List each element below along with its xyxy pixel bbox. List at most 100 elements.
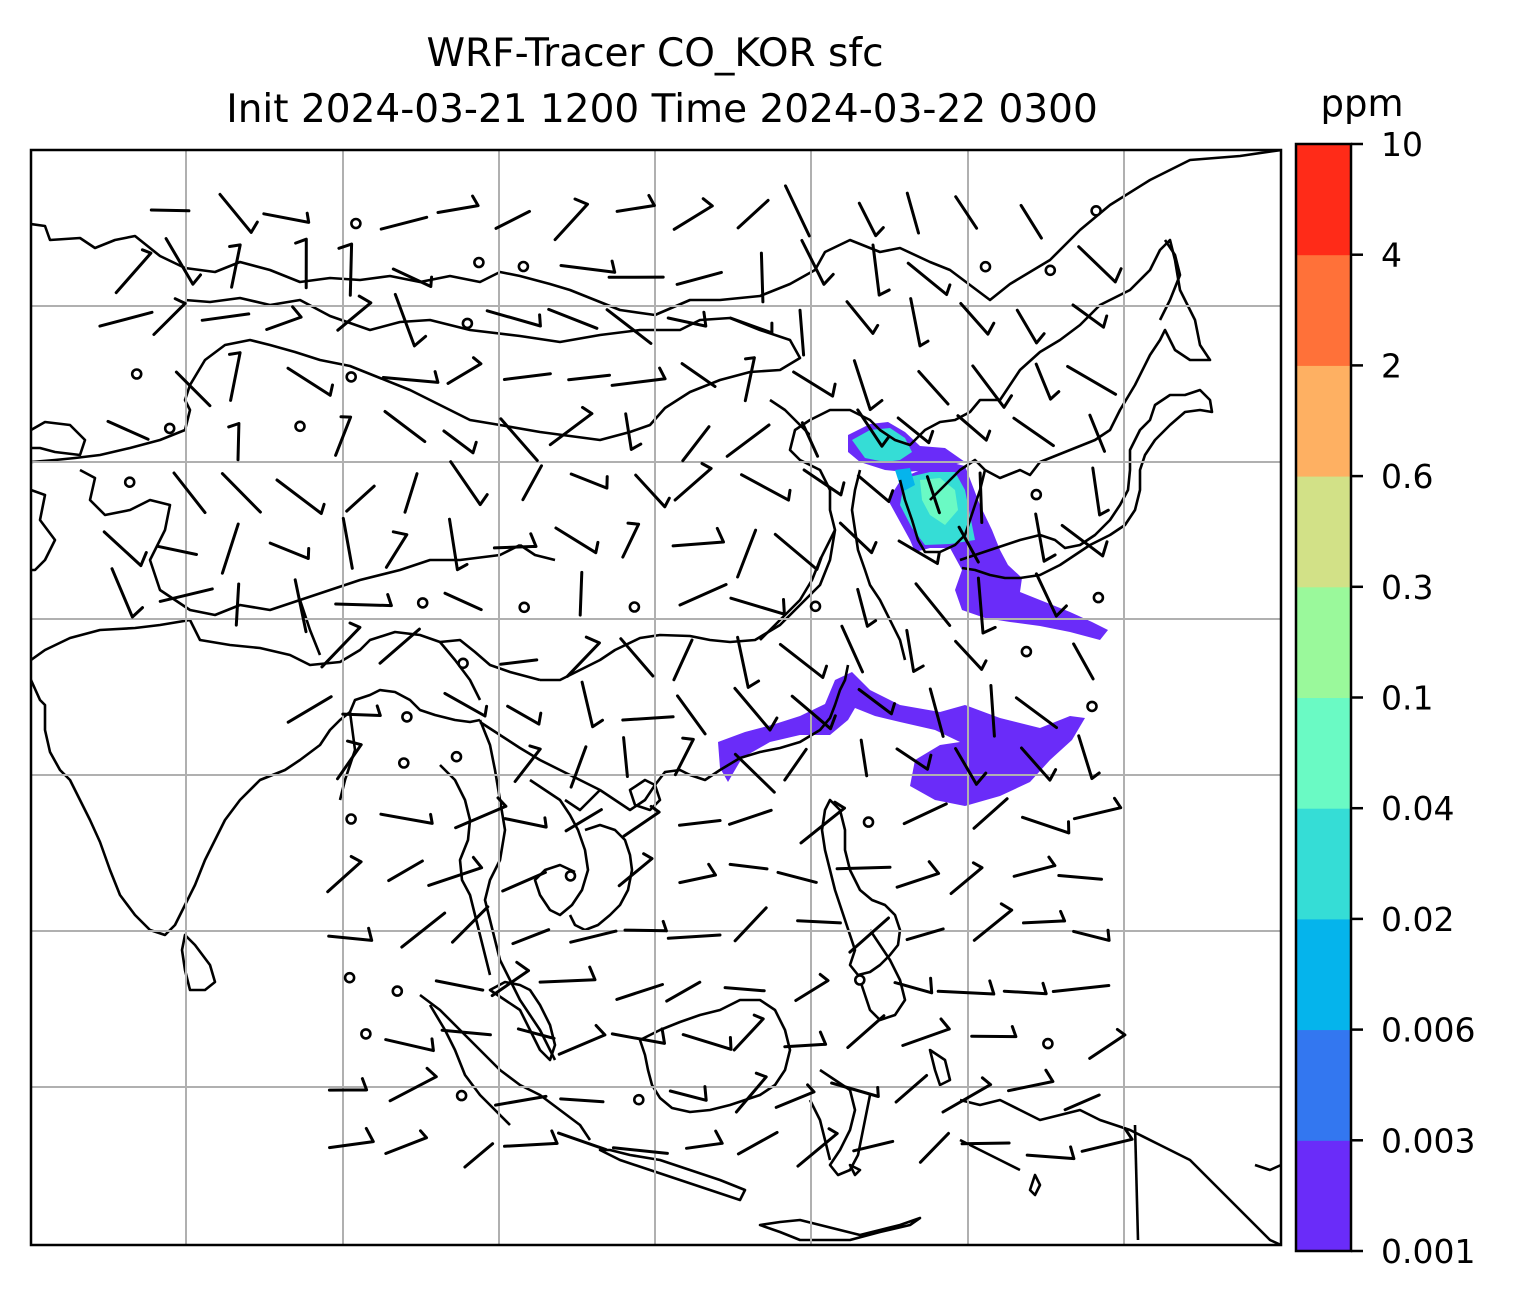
wind-barb	[449, 460, 489, 507]
wind-barb	[685, 1129, 724, 1150]
wind-barb	[341, 704, 382, 717]
wind-barb	[379, 812, 434, 825]
colorbar-tick-label: 0.3	[1381, 568, 1433, 607]
wind-barb	[840, 624, 864, 674]
wind-barb	[949, 861, 984, 895]
wind-barb	[905, 628, 925, 673]
wind-barb	[334, 415, 353, 457]
wind-barb	[972, 797, 1009, 830]
wind-barb	[383, 410, 427, 444]
wind-barb	[564, 808, 603, 833]
wind-barb	[901, 1017, 951, 1047]
wind-barb	[294, 237, 308, 290]
wind-barb	[494, 1094, 548, 1107]
wind-barb	[110, 567, 144, 619]
wind-barb	[665, 980, 702, 1003]
wind-barb	[784, 184, 811, 238]
wind-barb	[228, 243, 242, 289]
wind-barb	[676, 694, 707, 736]
wind-barb	[499, 658, 539, 666]
wind-barb	[557, 1024, 607, 1056]
wind-barb	[736, 635, 761, 689]
wind-barb	[1007, 1068, 1055, 1093]
wind-barb	[871, 243, 891, 297]
wind-barb	[835, 865, 892, 871]
wind-barb	[391, 267, 434, 288]
wind-barb	[501, 870, 547, 893]
colorbar-band	[1296, 697, 1351, 809]
calm-wind-marker	[473, 256, 485, 269]
wind-barb	[732, 1013, 765, 1052]
wind-barb	[327, 926, 374, 942]
wind-barb	[673, 462, 713, 502]
wind-barb	[1015, 308, 1046, 345]
calm-wind-marker	[294, 420, 306, 433]
wind-barb	[729, 596, 786, 616]
wind-barb	[954, 195, 979, 230]
wind-barb	[734, 1071, 768, 1114]
calm-wind-marker	[1092, 591, 1105, 604]
colorbar-band	[1296, 254, 1351, 366]
wind-barb	[783, 747, 808, 782]
wind-barb	[857, 201, 885, 238]
wind-barb	[978, 471, 984, 524]
wind-barb	[503, 1129, 559, 1148]
wind-barb	[615, 194, 656, 213]
wind-barb	[896, 416, 935, 445]
wind-barb	[569, 745, 588, 789]
wind-barb	[897, 539, 941, 565]
calm-wind-marker	[350, 217, 362, 230]
wind-barb	[610, 366, 667, 387]
wind-barb	[615, 983, 664, 1001]
plume-south-east	[718, 672, 1085, 806]
wind-barb	[578, 570, 584, 617]
wind-barb	[499, 417, 539, 462]
wind-barb	[680, 362, 717, 388]
wind-barb	[158, 587, 214, 603]
wind-barb	[895, 860, 941, 889]
calm-wind-marker	[632, 1093, 645, 1106]
wind-barb	[800, 239, 835, 286]
wind-barb	[624, 412, 643, 451]
wind-barb	[334, 593, 393, 608]
calm-wind-marker	[360, 1028, 372, 1040]
wind-barb	[218, 192, 259, 234]
wind-barb	[451, 905, 490, 944]
wind-barb	[378, 627, 421, 665]
wind-barb	[268, 541, 311, 560]
wind-barb	[1034, 512, 1057, 563]
wind-barb	[622, 736, 629, 778]
calm-wind-marker	[518, 601, 531, 614]
wind-barb	[326, 855, 363, 894]
calm-wind-marker	[1030, 488, 1043, 501]
calm-wind-marker	[1090, 205, 1102, 217]
wind-barb	[736, 198, 770, 230]
wind-barb	[1091, 466, 1110, 517]
colorbar-tick-label: 0.006	[1381, 1011, 1475, 1050]
colorbar-band	[1296, 1140, 1351, 1252]
colorbar-band	[1296, 918, 1351, 1031]
calm-wind-marker	[391, 985, 404, 997]
wind-barb	[1077, 245, 1123, 284]
plume-level-0.006	[895, 468, 915, 492]
wind-barb	[1060, 523, 1109, 558]
wind-barb	[443, 691, 489, 718]
wind-barb	[1051, 984, 1111, 993]
calm-wind-marker	[1042, 1037, 1054, 1050]
wind-barb	[957, 525, 980, 564]
wind-barb	[1012, 416, 1055, 448]
colorbar-tick-label: 0.1	[1381, 679, 1433, 718]
wind-barb	[856, 474, 895, 503]
wind-barb	[1072, 796, 1123, 821]
wind-barb	[516, 1027, 556, 1040]
wind-barb	[502, 372, 552, 381]
wind-barb	[341, 516, 354, 570]
wind-barb	[393, 292, 428, 348]
wind-barb	[227, 422, 241, 462]
calm-wind-marker	[461, 317, 474, 330]
wind-barb	[379, 215, 429, 231]
wind-barb	[286, 695, 333, 724]
wind-barb	[513, 744, 542, 783]
wind-barb	[954, 639, 988, 671]
wind-barb	[778, 642, 828, 679]
